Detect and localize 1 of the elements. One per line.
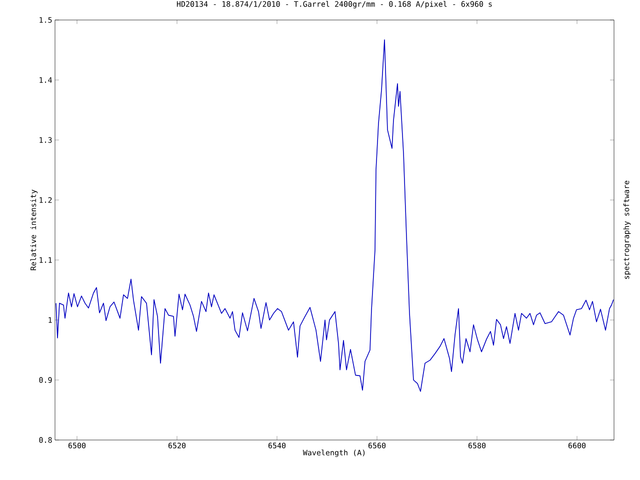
line-series <box>56 39 614 392</box>
